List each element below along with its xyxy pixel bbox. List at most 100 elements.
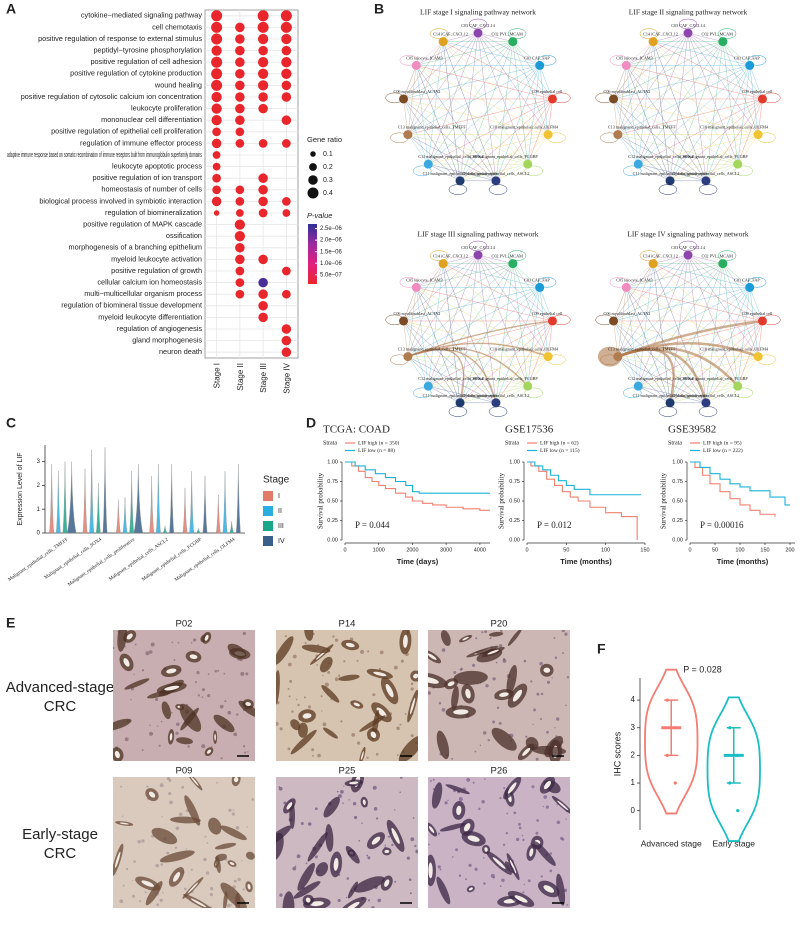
lumen <box>164 685 180 691</box>
tissue-speck <box>531 785 535 789</box>
network-node <box>665 176 675 186</box>
network-edge <box>617 263 654 357</box>
tissue-speck <box>399 723 402 726</box>
network-edge <box>687 32 759 135</box>
tissue-speck <box>201 744 206 749</box>
network-edge <box>705 41 724 181</box>
network-edge <box>407 263 514 357</box>
network-edge <box>613 320 639 387</box>
network-edge <box>495 41 514 181</box>
lumen <box>187 882 199 894</box>
tissue-speck <box>458 874 462 877</box>
tissue-speck <box>399 791 401 794</box>
tissue-speck <box>176 722 180 727</box>
network-edge <box>613 32 689 100</box>
tissue-speck <box>522 838 525 842</box>
network-edge <box>638 263 654 387</box>
term-label: positive regulation of cytosolic calcium… <box>21 92 202 101</box>
node-label: C01 CAF_FAP <box>524 277 550 282</box>
network-edge <box>617 134 671 181</box>
lumen <box>456 805 462 816</box>
network-edge <box>477 32 549 135</box>
network-edge <box>495 320 553 403</box>
tissue-speck <box>536 819 539 822</box>
gland <box>297 722 308 738</box>
tissue-speck <box>400 659 404 663</box>
survival-curve <box>527 461 642 496</box>
network-edge <box>477 254 549 357</box>
dot <box>235 115 245 125</box>
tissue-speck <box>377 898 382 903</box>
tissue-speck <box>484 778 486 780</box>
tissue-speck <box>506 812 509 815</box>
network-node <box>523 381 533 391</box>
lumen <box>384 849 390 854</box>
legend-title: Strata <box>668 440 682 446</box>
network-edge <box>705 356 759 403</box>
tissue-speck <box>209 886 214 891</box>
violin <box>182 487 188 534</box>
network-title: LIF stage III signaling pathway network <box>417 230 538 239</box>
tissue-speck <box>312 754 314 757</box>
tissue-speck <box>237 877 241 882</box>
network-edge <box>669 65 750 181</box>
dot <box>258 301 268 311</box>
x-tick-label: 50 <box>563 547 569 553</box>
term-label: biological process involved in symbiotic… <box>39 196 202 205</box>
network-node <box>399 94 409 104</box>
violin <box>55 471 61 534</box>
network-edge <box>638 41 654 165</box>
network-edge <box>416 263 513 288</box>
tissue-speck <box>342 802 344 804</box>
network-edge <box>527 287 540 387</box>
tissue-speck <box>307 822 312 826</box>
tissue-speck <box>410 734 414 738</box>
gland <box>145 881 163 906</box>
x-tick-label: 2000 <box>406 547 418 553</box>
dot <box>235 243 245 253</box>
violin <box>235 464 241 534</box>
network-edge <box>617 41 724 135</box>
node-label: C10 malignant_epithelial_cells_OLFM4 <box>490 347 559 352</box>
network-edge <box>403 320 497 403</box>
gland <box>533 841 556 866</box>
tissue-speck <box>236 713 239 716</box>
dot <box>282 197 291 206</box>
term-label: positive regulation of growth <box>111 266 202 275</box>
node-label: C09 epithelial cell <box>532 89 564 94</box>
network-edge <box>626 287 639 387</box>
network-edge <box>617 287 627 357</box>
tissue-speck <box>291 710 294 713</box>
tissue-speck <box>145 651 150 656</box>
legend-label: 0.1 <box>323 151 333 158</box>
gland <box>323 796 340 818</box>
y-tick-label: 0.00 <box>509 537 520 543</box>
gland <box>169 816 201 824</box>
dot <box>211 10 223 22</box>
tissue-speck <box>553 636 556 639</box>
network-node <box>508 259 518 269</box>
histology-image <box>113 630 255 761</box>
tissue-speck <box>430 780 432 782</box>
x-tick-label: 3000 <box>440 547 452 553</box>
network-edge <box>613 41 654 100</box>
tissue-speck <box>378 667 382 671</box>
network-edge <box>459 287 540 403</box>
network-edge <box>613 254 689 322</box>
gland <box>220 825 247 841</box>
legend-swatch <box>263 521 273 531</box>
x-tick-label: Stage III <box>259 363 268 393</box>
dot <box>257 68 269 79</box>
network-edge <box>669 287 750 403</box>
tissue-speck <box>300 821 304 825</box>
lumen <box>119 822 129 825</box>
tissue-speck <box>181 785 185 789</box>
node-label: C01 CAF_FAP <box>734 277 760 282</box>
tissue-speck <box>125 867 129 871</box>
y-tick-label: 1 <box>631 778 636 787</box>
self-loop <box>537 55 557 66</box>
network-node <box>455 398 465 408</box>
y-tick-label: 4 <box>631 695 636 704</box>
self-loop <box>429 250 449 261</box>
network-edge <box>617 263 724 357</box>
